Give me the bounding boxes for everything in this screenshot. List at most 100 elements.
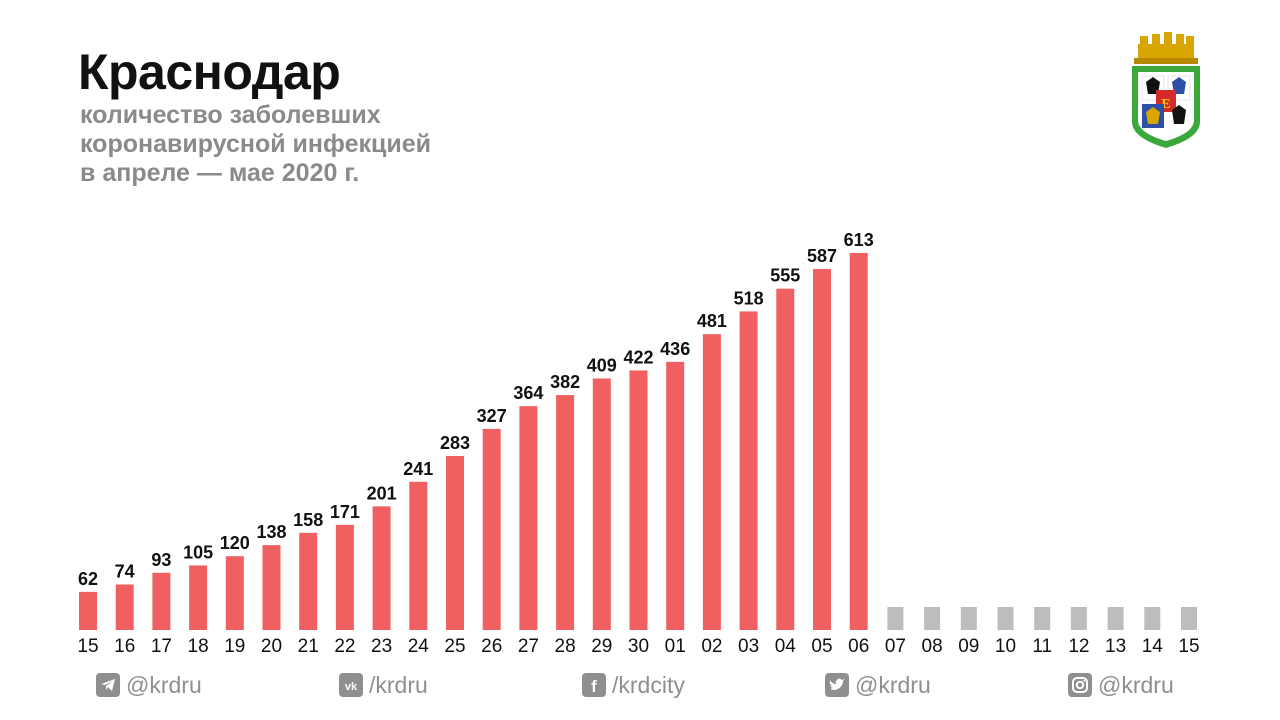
data-label: 382 [550, 372, 580, 392]
x-tick-label: 22 [334, 636, 355, 657]
twitter-icon [825, 673, 849, 697]
x-tick-label: 16 [114, 636, 135, 657]
x-tick-label: 02 [701, 636, 722, 657]
x-tick-label: 07 [885, 636, 906, 657]
subtitle-line: коронавирусной инфекцией [80, 130, 431, 158]
placeholder-bar [1107, 607, 1124, 630]
x-tick-label: 29 [591, 636, 612, 657]
data-label: 138 [256, 522, 286, 542]
x-tick-label: 12 [1068, 636, 1089, 657]
bar [666, 361, 685, 630]
data-label: 93 [151, 550, 171, 570]
bar [79, 591, 97, 630]
social-link-twitter[interactable]: @krdru [825, 667, 931, 703]
x-tick-label: 21 [298, 636, 319, 657]
bar [482, 428, 501, 630]
x-tick-label: 03 [738, 636, 759, 657]
bar [189, 565, 208, 630]
placeholder-bar [1144, 607, 1161, 630]
x-tick-label: 19 [224, 636, 245, 657]
subtitle-line: количество заболевших [80, 101, 381, 129]
x-tick-label: 25 [444, 636, 465, 657]
social-link-instagram[interactable]: @krdru [1068, 667, 1174, 703]
svg-text:E: E [1161, 97, 1170, 112]
vk-icon: vk [339, 673, 363, 697]
telegram-icon [96, 673, 120, 697]
data-label: 105 [183, 542, 213, 562]
bar [152, 572, 171, 630]
social-footer: @krdru vk /krdru f /krdcity @krdru @krdr… [0, 667, 1280, 703]
placeholder-bar [924, 607, 941, 630]
svg-text:vk: vk [345, 681, 358, 691]
placeholder-bar [960, 607, 977, 630]
bar [776, 288, 795, 630]
subtitle: количество заболевших коронавирусной инф… [80, 101, 431, 188]
bar [556, 395, 575, 630]
placeholder-bar [1070, 607, 1087, 630]
page-title: Краснодар [78, 44, 341, 100]
data-label: 283 [440, 433, 470, 453]
x-tick-label: 27 [518, 636, 539, 657]
social-handle: /krdcity [612, 671, 685, 698]
x-tick-label: 11 [1032, 636, 1052, 657]
x-tick-label: 05 [811, 636, 832, 657]
krasnodar-coat-of-arms-icon: E [1132, 32, 1200, 148]
data-label: 587 [807, 246, 837, 266]
placeholder-bar [997, 607, 1014, 630]
x-tick-label: 30 [628, 636, 649, 657]
bar [409, 481, 428, 630]
x-tick-label: 15 [1178, 636, 1199, 657]
facebook-icon: f [582, 673, 606, 697]
x-tick-label: 28 [555, 636, 576, 657]
social-handle: @krdru [855, 671, 931, 698]
bar [115, 584, 134, 630]
bar [299, 532, 318, 630]
data-label: 518 [734, 288, 764, 308]
x-tick-label: 26 [481, 636, 502, 657]
x-tick-label: 14 [1142, 636, 1164, 657]
x-tick-label: 18 [188, 636, 209, 657]
x-tick-label: 15 [77, 636, 98, 657]
data-label: 555 [770, 266, 800, 286]
bar [739, 311, 758, 630]
placeholder-bar [887, 607, 904, 630]
x-tick-label: 04 [775, 636, 797, 657]
data-label: 613 [844, 230, 874, 250]
data-label: 327 [477, 406, 507, 426]
data-label: 74 [115, 561, 135, 581]
bar [446, 455, 464, 630]
x-tick-label: 13 [1105, 636, 1126, 657]
svg-text:f: f [591, 677, 597, 694]
x-tick-label: 17 [151, 636, 172, 657]
data-label: 436 [660, 339, 690, 359]
data-label: 62 [78, 569, 98, 589]
subtitle-line: в апреле — мае 2020 г. [80, 159, 360, 187]
placeholder-bar [1034, 607, 1051, 630]
social-handle: /krdru [369, 671, 428, 698]
bar [592, 378, 611, 630]
data-label: 201 [367, 483, 397, 503]
data-label: 171 [330, 502, 360, 522]
x-tick-label: 20 [261, 636, 282, 657]
social-handle: @krdru [126, 671, 202, 698]
bar [225, 556, 244, 630]
data-label: 364 [513, 383, 543, 403]
social-link-facebook[interactable]: f /krdcity [582, 667, 685, 703]
data-label: 409 [587, 355, 617, 375]
bar [262, 545, 281, 630]
bar [519, 406, 538, 630]
data-label: 241 [403, 459, 433, 479]
data-label: 158 [293, 510, 323, 530]
social-handle: @krdru [1098, 671, 1174, 698]
x-tick-label: 09 [958, 636, 979, 657]
bar [849, 253, 868, 630]
x-tick-label: 01 [665, 636, 686, 657]
bar [813, 268, 831, 630]
social-link-vk[interactable]: vk /krdru [339, 667, 428, 703]
bar [372, 506, 391, 630]
bar [335, 524, 354, 630]
data-label: 481 [697, 311, 727, 331]
x-tick-label: 08 [922, 636, 943, 657]
social-link-telegram[interactable]: @krdru [96, 667, 202, 703]
